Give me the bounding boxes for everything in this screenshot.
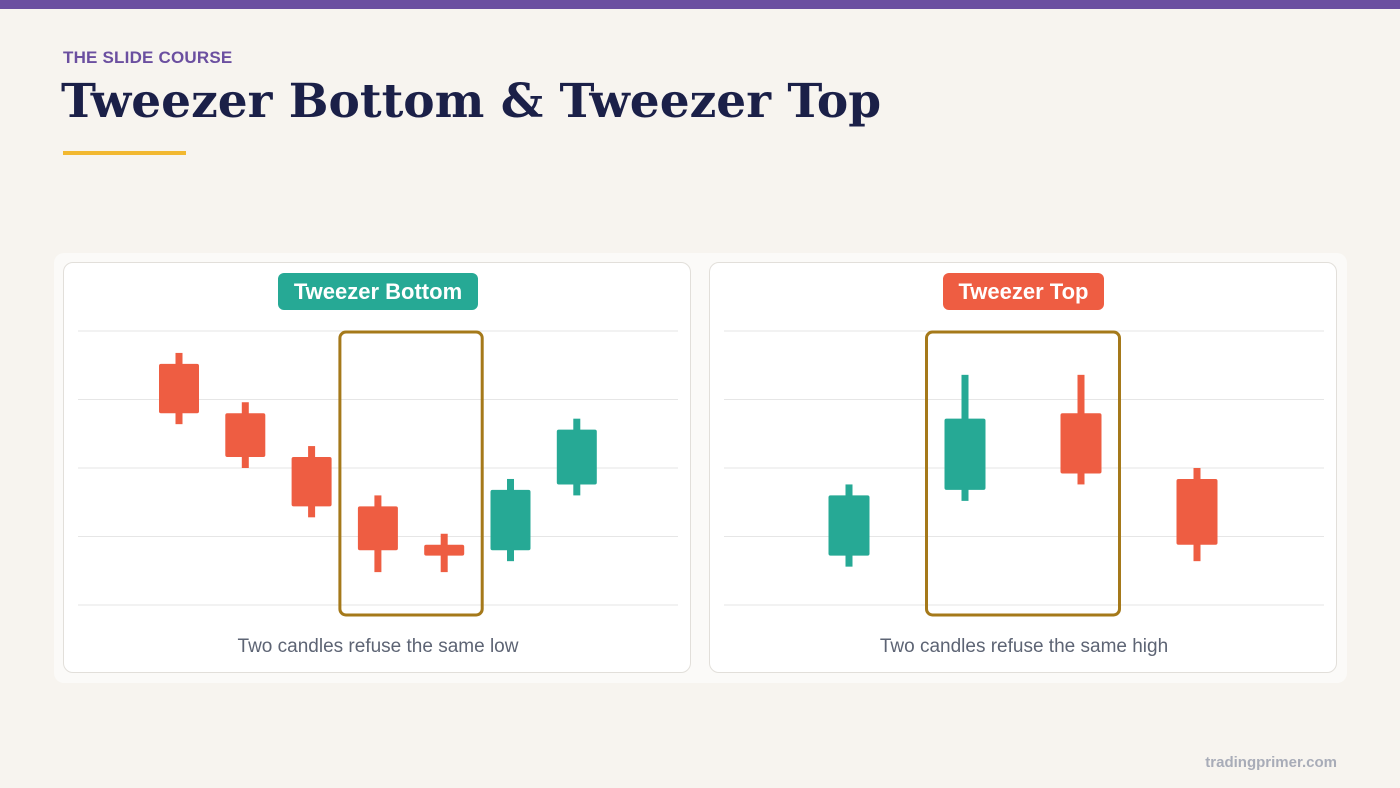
candle-body: [490, 489, 531, 551]
tweezer-top-label: Tweezer Top: [943, 273, 1104, 310]
tweezer-bottom-caption: Two candles refuse the same low: [237, 636, 519, 657]
candle-body: [159, 363, 199, 414]
pattern-highlight-box: [925, 330, 1121, 617]
candle-bearish: [1176, 468, 1218, 562]
candle-bearish: [291, 446, 332, 518]
candle-bearish: [1060, 374, 1102, 485]
candle-body: [828, 495, 870, 556]
footer-site: tradingprimer.com: [1205, 754, 1337, 771]
candle-bullish: [944, 374, 986, 501]
tweezer-top-panel: Tweezer Top Two candles refuse the same …: [709, 262, 1337, 673]
tweezer-top-caption: Two candles refuse the same high: [879, 636, 1169, 657]
candle-bullish: [828, 484, 870, 567]
candle-body: [291, 457, 332, 507]
tweezer-top-chart: [724, 330, 1324, 617]
candle-body: [357, 506, 398, 551]
candle-bullish: [556, 418, 597, 496]
candle-bullish: [490, 478, 531, 562]
candle-bearish: [159, 352, 199, 425]
candle-bearish: [357, 495, 398, 573]
tweezer-bottom-chart: [78, 330, 678, 617]
title-underline: [63, 151, 186, 155]
tweezer-bottom-label: Tweezer Bottom: [278, 273, 478, 310]
candle-bearish: [424, 533, 465, 573]
candle-body: [1060, 413, 1102, 474]
candle-body: [944, 418, 986, 490]
candle-body: [1176, 478, 1218, 545]
candle-body: [556, 429, 597, 485]
top-accent-bar: [0, 0, 1400, 9]
pattern-highlight-box: [338, 330, 484, 617]
page-title: Tweezer Bottom & Tweezer Top: [61, 74, 882, 129]
course-kicker: THE SLIDE COURSE: [63, 48, 233, 67]
candle-body: [424, 544, 465, 556]
tweezer-bottom-panel: Tweezer Bottom Two candles refuse the sa…: [63, 262, 691, 673]
candle-body: [225, 413, 266, 458]
candle-bearish: [225, 402, 266, 468]
